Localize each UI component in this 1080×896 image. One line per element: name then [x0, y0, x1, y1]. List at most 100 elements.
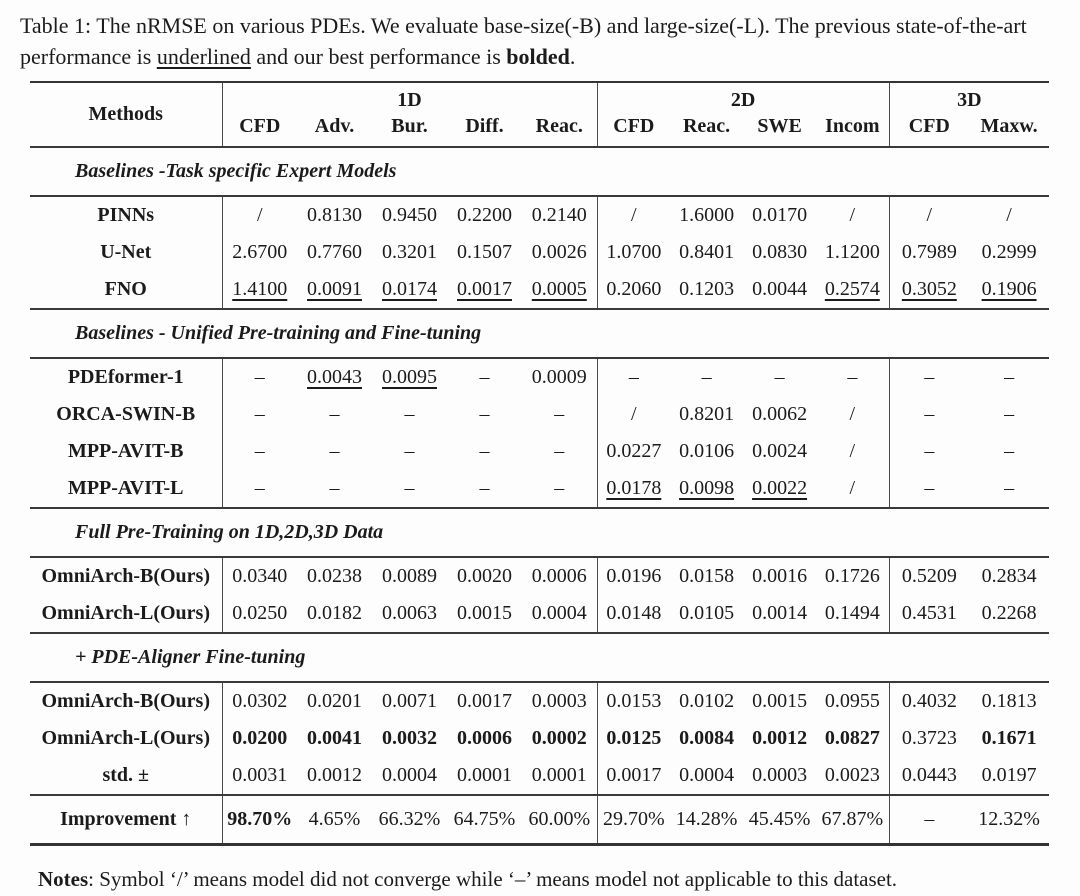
table-cell: 60.00% [522, 794, 598, 845]
table-cell: 0.0250 [232, 602, 288, 624]
table-cell: 0.0023 [816, 757, 890, 795]
table-row: OmniArch-L(Ours) 0.0250 0.0182 0.0063 0.0015… [30, 595, 1049, 633]
table-cell: 0.0006 [522, 557, 598, 595]
table-cell: – [404, 477, 415, 499]
table-cell: 29.70% [597, 794, 671, 845]
table-cell: – [701, 366, 712, 388]
header-cols-row: CFD Adv. Bur. Diff. Reac. CFD Reac. SWE Incom CFD… [30, 113, 1050, 148]
table-cell: 0.0015 [457, 602, 512, 624]
table-cell: 0.0031 [232, 764, 288, 786]
section-row: Baselines - Unified Pre-training and Fin… [30, 308, 1050, 359]
table-cell: 0.0106 [679, 440, 735, 462]
table-cell: – [329, 440, 340, 462]
row-label: OmniArch-L(Ours) [30, 720, 223, 757]
table-cell: 0.0003 [522, 682, 598, 720]
caption-text-1: Table 1: The nRMSE on various PDEs. We e… [20, 13, 1027, 69]
table-cell: – [522, 433, 598, 470]
table-cell: 0.4032 [901, 690, 957, 712]
table-cell: 1.4100 [232, 278, 288, 300]
table-cell: / [256, 204, 263, 226]
table-cell: 0.0017 [457, 690, 512, 712]
section-row: Baselines -Task specific Expert Models [30, 146, 1050, 197]
table-cell: 0.0003 [752, 764, 808, 786]
table-cell: 0.0196 [606, 565, 662, 587]
table-cell: 0.0105 [679, 602, 735, 624]
table-cell: 0.1494 [816, 595, 890, 633]
table-row: Improvement ↑ 98.70% 4.65% 66.32% 64.75% 60.0… [30, 794, 1050, 845]
table-cell: 0.2268 [981, 602, 1037, 624]
header-col-1d-adv: Adv. [297, 113, 372, 148]
table-cell: 0.3201 [382, 241, 437, 263]
table-cell: 0.2999 [981, 241, 1037, 263]
table-cell: 0.7760 [307, 241, 362, 263]
table-cell: 0.0302 [232, 690, 288, 712]
table-cell: 0.0153 [606, 690, 662, 712]
table-cell: 0.2140 [522, 196, 598, 234]
table-cell: – [479, 403, 490, 425]
table-cell: – [1004, 440, 1015, 462]
table-cell: 0.0004 [382, 764, 437, 786]
table-cell: 0.0095 [382, 366, 437, 388]
caption-bold-word: bolded [506, 44, 570, 69]
header-col-2d-swe: SWE [743, 113, 817, 148]
table-cell: 0.1507 [457, 241, 512, 263]
table-cell: / [816, 433, 890, 470]
row-label: FNO [30, 271, 223, 309]
table-body: Baselines -Task specific Expert Models PI… [30, 146, 1050, 845]
table-cell: – [924, 403, 935, 425]
header-col-2d-incom: Incom [816, 113, 890, 148]
table-cell: 0.2834 [981, 565, 1037, 587]
table-cell: – [479, 440, 490, 462]
header-col-2d-cfd: CFD [597, 113, 671, 148]
table-cell: 0.0041 [307, 727, 362, 749]
row-label: MPP-AVIT-B [30, 433, 223, 470]
header-group-3d: 3D [957, 89, 982, 111]
table-row: U-Net 2.6700 0.7760 0.3201 0.1507 0.0026 1.070… [30, 234, 1049, 271]
table-cell: 0.0091 [307, 278, 362, 300]
table-cell: 0.0955 [816, 682, 890, 720]
caption-underlined-word: underlined [156, 44, 251, 69]
table-cell: – [924, 477, 935, 499]
header-methods: Methods [30, 82, 223, 148]
table-cell: 0.0178 [606, 477, 662, 499]
table-cell: 0.0197 [981, 764, 1037, 786]
table-cell: 0.1813 [981, 690, 1037, 712]
row-label: Improvement ↑ [30, 794, 223, 845]
table-cell: – [1004, 366, 1015, 388]
table-cell: 0.5209 [901, 565, 957, 587]
header-col-1d-cfd: CFD [222, 113, 297, 148]
notes-text: : Symbol ‘/’ means model did not converg… [88, 867, 898, 891]
table-cell: 0.0084 [679, 727, 735, 749]
table-row: FNO 1.4100 0.0091 0.0174 0.0017 0.0005 0.2060 0… [30, 271, 1049, 309]
table-cell: / [816, 470, 890, 508]
table-cell: 1.1200 [816, 234, 890, 271]
notes: Notes: Symbol ‘/’ means model did not co… [30, 867, 1052, 892]
table-cell: 0.0026 [522, 234, 598, 271]
row-label: OmniArch-B(Ours) [30, 682, 223, 720]
table-cell: 2.6700 [232, 241, 288, 263]
table-cell: 0.7989 [901, 241, 957, 263]
section-title: Baselines - Unified Pre-training and Fin… [30, 308, 1050, 359]
table-cell: – [628, 366, 639, 388]
table-cell: / [631, 204, 637, 226]
table-cell: – [1004, 403, 1015, 425]
table-cell: – [254, 477, 265, 499]
table-cell: 0.0170 [752, 204, 808, 226]
table-cell: 0.0005 [522, 271, 598, 309]
header-col-1d-diff: Diff. [447, 113, 522, 148]
table-cell: 0.3723 [901, 727, 957, 749]
table-cell: 0.0004 [522, 595, 598, 633]
table-cell: 0.0015 [752, 690, 808, 712]
table-cell: 0.0098 [679, 477, 735, 499]
table-cell: 0.0014 [752, 602, 808, 624]
table-cell: 0.0017 [457, 278, 512, 300]
table-row: MPP-AVIT-L – – – – –0.0178 0.0098 0.0022/– – [30, 470, 1049, 508]
table-cell: 66.32% [372, 794, 447, 845]
table-cell: 4.65% [297, 794, 372, 845]
table-cell: 0.2574 [816, 271, 890, 309]
header-col-1d-bur: Bur. [372, 113, 447, 148]
table-cell: – [774, 366, 785, 388]
table-cell: 0.0062 [752, 403, 808, 425]
table-cell: 0.1906 [981, 278, 1037, 300]
